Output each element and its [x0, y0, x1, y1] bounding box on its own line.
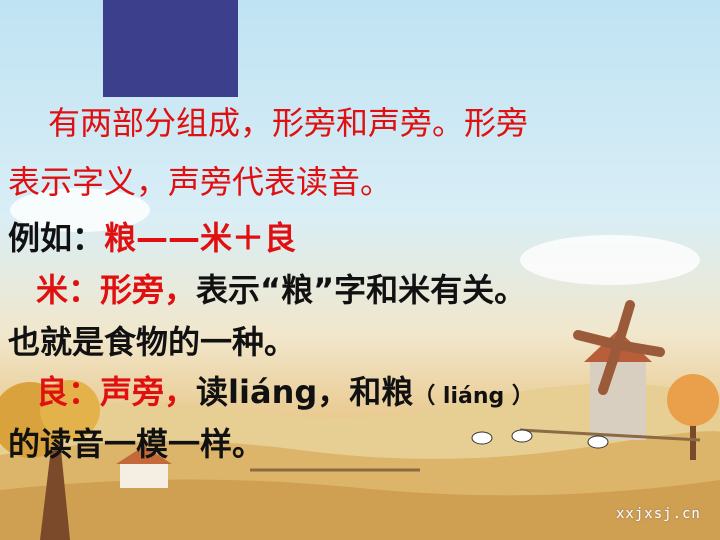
text-line-4: 米：形旁，表示“粮”字和米有关。 — [36, 270, 526, 310]
component-desc-mi: 表示“粮”字和米有关。 — [196, 271, 527, 309]
component-char-liang: 良 — [36, 373, 69, 411]
title-color-block — [103, 0, 238, 97]
text-line-3: 例如：粮——米＋良 — [8, 218, 296, 258]
text-line-5: 也就是食物的一种。 — [8, 323, 297, 361]
text-line-2: 表示字义，声旁代表读音。 — [8, 163, 393, 201]
component-desc-liang: 读liáng，和粮 — [196, 373, 414, 411]
component-char-mi: 米 — [36, 271, 69, 309]
example-prefix: 例如： — [8, 219, 105, 257]
pinyin-parenthetical: （ liáng ） — [413, 384, 534, 409]
example-formula: 粮——米＋良 — [104, 219, 297, 257]
component-label-xingpang: ：形旁， — [68, 271, 197, 309]
component-label-shengpang: ：声旁， — [68, 373, 197, 411]
site-watermark: xxjxsj.cn — [616, 506, 701, 522]
text-line-7: 的读音一模一样。 — [8, 425, 265, 463]
text-line-6: 良：声旁，读liáng，和粮（ liáng ） — [36, 372, 534, 417]
text-line-1: 有两部分组成，形旁和声旁。形旁 — [48, 104, 529, 142]
